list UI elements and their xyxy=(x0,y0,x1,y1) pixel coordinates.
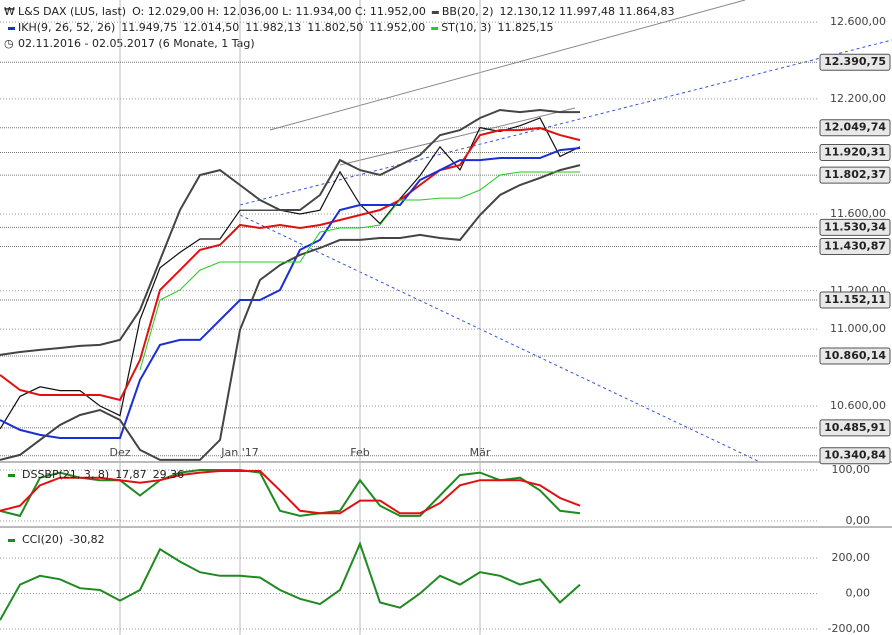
legend-swatch xyxy=(8,539,15,542)
chart-icon: ₩ xyxy=(4,5,15,18)
trend-line xyxy=(269,0,746,131)
legend-swatch xyxy=(8,27,15,30)
price-label: 10.860,14 xyxy=(824,349,886,362)
y-tick-label: -200,00 xyxy=(828,622,870,635)
price-line-series xyxy=(139,171,580,371)
x-tick-label: Dez xyxy=(109,446,130,459)
y-tick-label: 0,00 xyxy=(846,587,871,600)
x-tick-label: Jan '17 xyxy=(220,446,258,459)
date-range: 02.11.2016 - 02.05.2017 (6 Monate, 1 Tag… xyxy=(18,37,255,50)
panel-value: -30,82 xyxy=(69,533,104,546)
price-line-series xyxy=(0,117,581,430)
legend-name: IKH(9, 26, 52, 26) xyxy=(18,21,115,34)
y-tick-label: 0,00 xyxy=(846,514,871,527)
legend-value: 11.949,75 xyxy=(121,21,177,34)
legend-swatch xyxy=(431,27,439,30)
panel-value: 29,36 xyxy=(153,468,185,481)
y-tick-label: 11.600,00 xyxy=(830,207,886,220)
price-box xyxy=(819,119,891,137)
price-box xyxy=(819,347,891,365)
price-box xyxy=(819,166,891,184)
trend-line xyxy=(339,107,576,166)
price-label: 11.530,34 xyxy=(824,220,886,233)
panel-value: 17,87 xyxy=(115,468,147,481)
date-icon: ◷ xyxy=(4,37,14,50)
price-box xyxy=(819,218,891,236)
bollinger-lower xyxy=(0,164,581,461)
legend-name: L&S DAX (LUS, last) xyxy=(18,5,126,18)
y-tick-label: 11.000,00 xyxy=(830,322,886,335)
legend-name: BB(20, 2) xyxy=(442,5,494,18)
legend-swatch xyxy=(431,11,439,14)
price-label: 10.485,91 xyxy=(824,421,886,434)
tenkan-line xyxy=(0,126,581,402)
legend-name: ST(10, 3) xyxy=(441,21,491,34)
indicator-line xyxy=(0,469,581,518)
x-tick-label: Feb xyxy=(350,446,369,459)
y-tick-label: 200,00 xyxy=(832,551,871,564)
y-tick-label: 12.600,00 xyxy=(830,15,886,28)
indicator-line xyxy=(0,541,581,621)
price-label: 11.430,87 xyxy=(824,239,886,252)
price-box xyxy=(819,419,891,437)
legend-value: 11.952,00 xyxy=(369,21,425,34)
kijun-line xyxy=(0,147,581,439)
legend-value: 11.982,13 xyxy=(245,21,301,34)
price-box xyxy=(819,53,891,71)
price-label: 12.049,74 xyxy=(824,121,886,134)
legend-value: 12.014,50 xyxy=(183,21,239,34)
legend-value: 11.802,50 xyxy=(307,21,363,34)
price-label: 11.920,31 xyxy=(824,146,886,159)
price-box xyxy=(819,144,891,162)
y-tick-label: 100,00 xyxy=(832,463,871,476)
indicator-line xyxy=(0,470,581,515)
price-label: 11.152,11 xyxy=(824,293,886,306)
price-label: 11.802,37 xyxy=(824,168,886,181)
bollinger-upper xyxy=(0,108,580,356)
price-label: 10.340,84 xyxy=(824,449,886,462)
trend-line xyxy=(239,39,892,206)
price-label: 12.390,75 xyxy=(824,55,886,68)
x-tick-label: Mär xyxy=(470,446,491,459)
price-box xyxy=(819,291,891,309)
y-tick-label: 10.600,00 xyxy=(830,399,886,412)
price-box xyxy=(819,237,891,255)
legend-swatch xyxy=(8,474,15,477)
panel-name: CCI(20) xyxy=(22,533,63,546)
y-tick-label: 12.200,00 xyxy=(830,92,886,105)
legend-value: O: 12.029,00 H: 12.036,00 L: 11.934,00 C… xyxy=(132,5,426,18)
price-box xyxy=(819,447,891,465)
panel-name: DSSBP(21, 3, 8) xyxy=(22,468,109,481)
legend-value: 11.825,15 xyxy=(497,21,553,34)
legend-value: 12.130,12 11.997,48 11.864,83 xyxy=(500,5,675,18)
